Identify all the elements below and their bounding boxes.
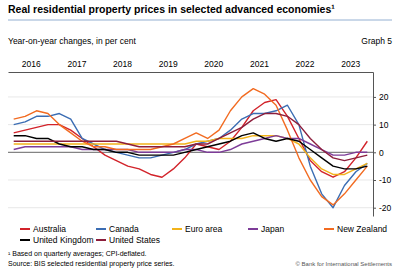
x-tick-label: 2021 xyxy=(250,59,269,69)
legend-swatch xyxy=(248,228,258,230)
y-axis: -20 -10 0 10 20 xyxy=(373,73,392,217)
x-axis-line xyxy=(9,72,374,73)
y-tick-mark xyxy=(373,97,376,98)
x-tick-label: 2022 xyxy=(296,59,315,69)
y-tick-mark xyxy=(373,152,376,153)
y-tick-mark xyxy=(373,208,376,209)
y-tick-label: -10 xyxy=(379,175,392,185)
x-tick-label: 2017 xyxy=(67,59,86,69)
grid-line xyxy=(8,96,373,97)
legend-item: Euro area xyxy=(172,224,223,234)
y-tick: 20 xyxy=(373,92,389,102)
x-tick: 2018 xyxy=(113,59,132,72)
legend-label: United States xyxy=(109,235,160,245)
legend-label: Australia xyxy=(33,224,66,234)
legend-swatch xyxy=(96,239,106,241)
lines xyxy=(14,89,368,208)
copyright: © Bank for International Settlements xyxy=(296,261,392,267)
y-tick-label: -20 xyxy=(379,203,392,213)
footnote: ¹ Based on quarterly averages; CPI-defla… xyxy=(8,250,147,258)
grid-line xyxy=(8,180,373,181)
series-line xyxy=(14,89,368,205)
series-line xyxy=(14,105,368,207)
legend-item: Australia xyxy=(20,224,66,234)
y-tick: 10 xyxy=(373,120,389,130)
y-tick-label: 20 xyxy=(379,92,389,102)
y-tick: 0 xyxy=(373,148,384,158)
y-tick-mark xyxy=(373,125,376,126)
legend-swatch xyxy=(20,239,30,241)
y-tick-label: 10 xyxy=(379,120,389,130)
legend-swatch xyxy=(324,228,334,230)
title-rule xyxy=(8,20,392,21)
legend-label: United Kingdom xyxy=(33,235,93,245)
x-tick: 2019 xyxy=(159,59,178,72)
legend-swatch xyxy=(20,228,30,230)
legend: Australia Canada Euro area Japan New Zealand… xyxy=(20,224,387,245)
x-tick-label: 2016 xyxy=(22,59,41,69)
legend-item: Japan xyxy=(248,224,284,234)
y-axis-line xyxy=(373,73,374,217)
legend-item: New Zealand xyxy=(324,224,387,234)
x-tick-label: 2020 xyxy=(204,59,223,69)
legend-swatch xyxy=(172,228,182,230)
series-line xyxy=(14,133,368,169)
legend-item: Canada xyxy=(96,224,139,234)
legend-item: United States xyxy=(96,235,160,245)
source: Source: BIS selected residential propert… xyxy=(8,260,175,268)
x-tick: 2023 xyxy=(341,59,360,72)
x-tick: 2022 xyxy=(296,59,315,72)
x-axis: 2016 2017 2018 2019 2020 2021 2022 2023 xyxy=(9,59,374,73)
legend-swatch xyxy=(96,228,106,230)
legend-label: Canada xyxy=(109,224,139,234)
x-tick: 2021 xyxy=(250,59,269,72)
y-tick: -20 xyxy=(373,203,392,213)
title: Real residential property prices in sele… xyxy=(8,3,335,15)
chart: Real residential property prices in sele… xyxy=(0,0,400,271)
y-tick-mark xyxy=(373,180,376,181)
x-tick-label: 2023 xyxy=(341,59,360,69)
graph-label: Graph 5 xyxy=(361,36,392,46)
grid-line xyxy=(8,207,373,208)
x-tick: 2016 xyxy=(22,59,41,72)
legend-label: New Zealand xyxy=(337,224,387,234)
grid-line xyxy=(8,124,373,125)
x-tick: 2017 xyxy=(67,59,86,72)
y-tick: -10 xyxy=(373,175,392,185)
series-line xyxy=(14,114,368,161)
x-tick-label: 2018 xyxy=(113,59,132,69)
y-tick-label: 0 xyxy=(379,148,384,158)
legend-label: Japan xyxy=(261,224,284,234)
subtitle: Year-on-year changes, in per cent xyxy=(8,36,136,46)
x-tick: 2020 xyxy=(204,59,223,72)
series-line xyxy=(14,100,368,178)
legend-label: Euro area xyxy=(185,224,223,234)
x-tick-label: 2019 xyxy=(159,59,178,69)
legend-item: United Kingdom xyxy=(20,235,93,245)
